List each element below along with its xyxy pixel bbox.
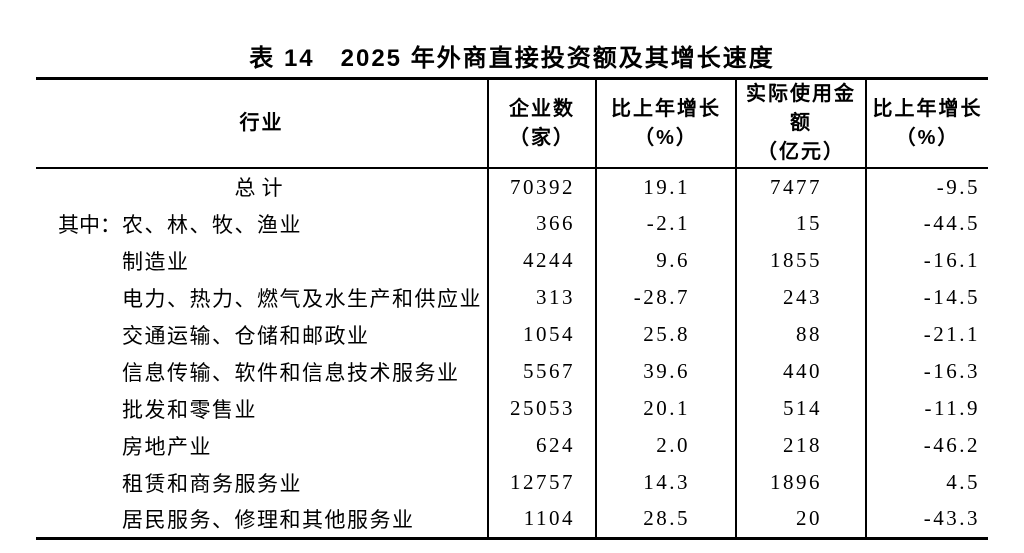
table-row: 信息传输、软件和信息技术服务业 5567 39.6 440 -16.3 [36, 353, 988, 390]
enterprises-cell: 366 [487, 205, 596, 242]
industry-cell: 居民服务、修理和其他服务业 [36, 501, 488, 538]
enterprises-cell: 12757 [487, 464, 596, 501]
amount-cell: 1896 [735, 464, 866, 501]
amount-cell: 243 [735, 279, 866, 316]
growth1-cell: 2.0 [595, 427, 736, 464]
growth2-cell: -43.3 [865, 501, 988, 538]
industry-cell: 信息传输、软件和信息技术服务业 [36, 353, 488, 390]
growth2-cell: -21.1 [865, 316, 988, 353]
industry-cell: 房地产业 [36, 427, 488, 464]
industry-label: 总计 [234, 176, 289, 200]
amount-cell: 20 [735, 501, 866, 538]
amount-cell: 218 [735, 427, 866, 464]
industry-cell: 交通运输、仓储和邮政业 [36, 316, 488, 353]
growth1-cell: 25.8 [595, 316, 736, 353]
col-header-growth2-line2: （%） [895, 126, 960, 149]
growth2-cell: -11.9 [865, 390, 988, 427]
table-row: 居民服务、修理和其他服务业 1104 28.5 20 -43.3 [36, 501, 988, 538]
col-header-industry-label: 行业 [239, 112, 284, 134]
industry-label: 农、林、牧、渔业 [122, 212, 302, 237]
table-row: 电力、热力、燃气及水生产和供应业 313 -28.7 243 -14.5 [36, 279, 988, 316]
industry-label: 房地产业 [122, 434, 212, 459]
growth1-cell: 39.6 [595, 353, 736, 390]
col-header-growth1-line1: 比上年增长 [611, 97, 721, 120]
amount-cell: 1855 [735, 242, 866, 279]
growth1-cell: -28.7 [595, 279, 736, 316]
industry-label: 电力、热力、燃气及水生产和供应业 [122, 286, 482, 311]
col-header-amount: 实际使用金额 （亿元） [735, 78, 866, 169]
enterprises-cell: 313 [487, 279, 596, 316]
industry-prefix: 其中： [58, 212, 121, 237]
industry-label: 交通运输、仓储和邮政业 [122, 323, 370, 348]
growth2-cell: -16.3 [865, 353, 988, 390]
growth1-cell: 9.6 [595, 242, 736, 279]
growth1-cell: 14.3 [595, 464, 736, 501]
col-header-enterprises: 企业数 （家） [487, 78, 596, 169]
table-row: 房地产业 624 2.0 218 -46.2 [36, 427, 988, 464]
table-row: 租赁和商务服务业 12757 14.3 1896 4.5 [36, 464, 988, 501]
industry-cell: 其中：农、林、牧、渔业 [36, 205, 488, 242]
table-row: 交通运输、仓储和邮政业 1054 25.8 88 -21.1 [36, 316, 988, 353]
industry-label: 信息传输、软件和信息技术服务业 [122, 360, 460, 385]
amount-cell: 7477 [735, 168, 866, 205]
industry-cell: 租赁和商务服务业 [36, 464, 488, 501]
growth2-cell: -16.1 [865, 242, 988, 279]
growth2-cell: 4.5 [865, 464, 988, 501]
header-row: 行业 企业数 （家） 比上年增长 （%） 实际使用金额 （亿元） 比上年增长 （… [36, 78, 988, 169]
industry-cell: 电力、热力、燃气及水生产和供应业 [36, 279, 488, 316]
amount-cell: 514 [735, 390, 866, 427]
amount-cell: 88 [735, 316, 866, 353]
growth1-cell: 28.5 [595, 501, 736, 538]
col-header-enterprises-line2: （家） [509, 126, 575, 149]
col-header-amount-line2: （亿元） [757, 141, 845, 163]
growth2-cell: -14.5 [865, 279, 988, 316]
industry-label: 居民服务、修理和其他服务业 [122, 507, 415, 532]
amount-cell: 440 [735, 353, 866, 390]
amount-cell: 15 [735, 205, 866, 242]
enterprises-cell: 1054 [487, 316, 596, 353]
table-row: 制造业 4244 9.6 1855 -16.1 [36, 242, 988, 279]
industry-cell: 批发和零售业 [36, 390, 488, 427]
enterprises-cell: 4244 [487, 242, 596, 279]
growth1-cell: 19.1 [595, 168, 736, 205]
enterprises-cell: 25053 [487, 390, 596, 427]
industry-label: 批发和零售业 [122, 397, 257, 422]
growth1-cell: -2.1 [595, 205, 736, 242]
enterprises-cell: 624 [487, 427, 596, 464]
growth2-cell: -44.5 [865, 205, 988, 242]
table-row: 批发和零售业 25053 20.1 514 -11.9 [36, 390, 988, 427]
enterprises-cell: 70392 [487, 168, 596, 205]
col-header-growth2-line1: 比上年增长 [872, 97, 983, 120]
growth2-cell: -46.2 [865, 427, 988, 464]
col-header-growth1: 比上年增长 （%） [595, 78, 736, 169]
growth1-cell: 20.1 [595, 390, 736, 427]
growth2-cell: -9.5 [865, 168, 988, 205]
industry-cell: 总计 [36, 168, 488, 205]
col-header-growth2: 比上年增长 （%） [865, 78, 988, 169]
fdi-table: 行业 企业数 （家） 比上年增长 （%） 实际使用金额 （亿元） 比上年增长 （… [36, 77, 988, 540]
table-row: 其中：农、林、牧、渔业 366 -2.1 15 -44.5 [36, 205, 988, 242]
table-row-total: 总计 70392 19.1 7477 -9.5 [36, 168, 988, 205]
page-title: 表 14 2025 年外商直接投资额及其增长速度 [249, 45, 775, 72]
col-header-amount-line1: 实际使用金额 [746, 83, 856, 134]
enterprises-cell: 1104 [487, 501, 596, 538]
enterprises-cell: 5567 [487, 353, 596, 390]
industry-label: 制造业 [122, 249, 190, 274]
col-header-industry: 行业 [36, 78, 488, 169]
col-header-growth1-line2: （%） [634, 126, 698, 149]
col-header-enterprises-line1: 企业数 [509, 97, 575, 120]
industry-label: 租赁和商务服务业 [122, 471, 302, 496]
industry-cell: 制造业 [36, 242, 488, 279]
